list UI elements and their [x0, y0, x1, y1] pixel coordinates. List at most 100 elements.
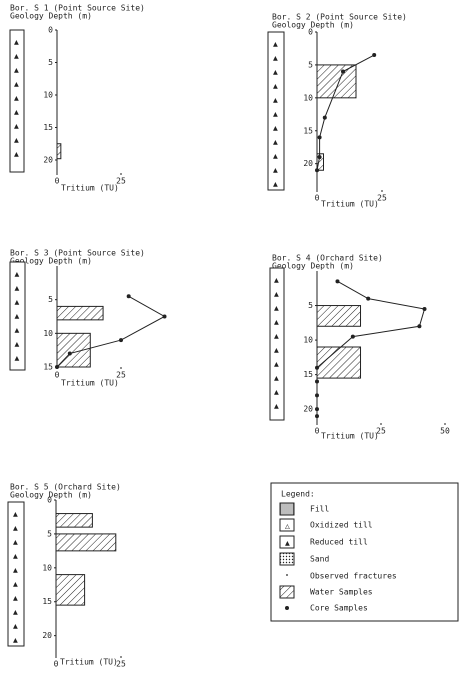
geology-symbol: ▲ — [13, 538, 18, 547]
legend-item: Water Samples — [310, 588, 373, 597]
core-sample — [317, 155, 322, 160]
x-tick-label: 0 — [54, 660, 59, 669]
geology-symbol: ▲ — [273, 96, 278, 105]
geology-symbol: ▲ — [13, 580, 18, 589]
legend-item: Sand — [310, 555, 329, 564]
geology-symbol: ▲ — [273, 166, 278, 175]
legend-symbol — [279, 585, 295, 599]
y-tick-label: 15 — [303, 126, 313, 135]
y-tick-label: 20 — [42, 631, 52, 640]
chart: Bor. S 1 (Point Source Site)Geology Dept… — [9, 4, 145, 193]
legend-symbol: △ — [285, 522, 290, 531]
water-sample-bar — [316, 64, 357, 99]
x-tick-label: 0 — [315, 194, 320, 203]
geology-symbol: ▲ — [13, 524, 18, 533]
chart-subtitle: Geology Depth (m) — [272, 262, 354, 271]
y-tick-label: 15 — [43, 123, 53, 132]
x-tick-label: 25 — [377, 194, 387, 203]
geology-symbol: ▲ — [15, 298, 20, 307]
geology-symbol: ▲ — [14, 150, 19, 159]
geology-symbol: ▲ — [15, 284, 20, 293]
core-sample — [341, 69, 345, 74]
core-sample-line — [316, 280, 426, 417]
water-sample-bar — [55, 574, 86, 606]
geology-symbol: ▲ — [273, 82, 278, 91]
geology-symbol: ▲ — [13, 552, 18, 561]
geology-symbol: ▲ — [15, 354, 20, 363]
y-tick-label: 20 — [303, 405, 313, 414]
legend-symbol — [279, 518, 295, 532]
y-tick-label: 10 — [43, 329, 53, 338]
core-sample — [55, 365, 59, 369]
chart-title: Bor. S 1 (Point Source Site) — [10, 4, 145, 13]
legend-item: Fill — [310, 505, 329, 514]
chart-title: Bor. S 5 (Orchard Site) — [10, 483, 121, 492]
geology-symbol: ▲ — [273, 124, 278, 133]
geology-symbol: ▲ — [273, 68, 278, 77]
core-sample — [372, 53, 377, 58]
x-axis-label: Tritium (TU) — [61, 379, 119, 388]
geology-symbol: ▲ — [273, 138, 278, 147]
chart: Bor. S 3 (Point Source Site)Geology Dept… — [9, 249, 167, 388]
geology-symbol: ▲ — [13, 608, 18, 617]
geology-symbol: ▲ — [13, 636, 18, 645]
geology-symbol: ▲ — [14, 94, 19, 103]
y-tick-label: 5 — [48, 58, 53, 67]
chart-title: Bor. S 3 (Point Source Site) — [10, 249, 145, 258]
core-sample — [417, 324, 422, 329]
geology-symbol: ▲ — [15, 312, 20, 321]
core-sample — [422, 307, 427, 311]
core-sample — [315, 407, 319, 412]
chart-title: Bor. S 4 (Orchard Site) — [272, 254, 383, 263]
core-sample — [350, 334, 355, 339]
geology-symbol: ▲ — [14, 38, 19, 47]
x-tick-label: 25 — [116, 660, 126, 669]
geology-symbol: ▲ — [273, 54, 278, 63]
water-sample-bar — [316, 153, 324, 171]
x-axis-label: Tritium (TU) — [60, 658, 118, 667]
core-sample — [315, 379, 319, 384]
geology-column — [269, 267, 285, 421]
x-tick-label: 0 — [55, 371, 60, 380]
x-tick-label: 0 — [315, 427, 320, 436]
geology-column — [7, 501, 25, 647]
y-tick-label: 10 — [303, 93, 313, 102]
legend-symbol — [279, 535, 295, 549]
y-tick-label: 5 — [308, 301, 313, 310]
chart-subtitle: Geology Depth (m) — [10, 491, 92, 500]
core-sample — [315, 168, 319, 173]
y-tick-label: 15 — [43, 363, 53, 372]
chart: Bor. S 4 (Orchard Site)Geology Depth (m)… — [269, 254, 450, 441]
y-tick-label: 20 — [43, 156, 53, 165]
chart-subtitle: Geology Depth (m) — [10, 12, 92, 21]
core-sample — [315, 414, 319, 419]
core-sample — [335, 279, 340, 284]
geology-symbol: ▲ — [273, 40, 278, 49]
y-tick-label: 5 — [47, 529, 52, 538]
y-tick-label: 20 — [303, 159, 313, 168]
geology-symbol: ▲ — [274, 290, 279, 299]
core-sample — [366, 296, 371, 301]
legend-title: Legend: — [281, 490, 315, 499]
y-tick-label: 0 — [47, 496, 52, 505]
geology-symbol: ▲ — [274, 374, 279, 383]
geology-symbol: ▲ — [274, 360, 279, 369]
x-axis-label: Tritium (TU) — [321, 200, 379, 209]
x-axis-label: Tritium (TU) — [321, 432, 379, 441]
geology-symbol: ▲ — [14, 122, 19, 131]
geology-symbol: ▲ — [13, 566, 18, 575]
y-tick-label: 0 — [48, 26, 53, 35]
water-sample-bar — [316, 346, 362, 379]
water-sample-bar — [56, 305, 104, 321]
x-tick-label: 25 — [376, 427, 386, 436]
y-tick-label: 10 — [303, 336, 313, 345]
water-sample-bar — [56, 143, 62, 160]
y-tick-label: 5 — [48, 295, 53, 304]
x-tick-label: 50 — [440, 427, 450, 436]
legend-item: Oxidized till — [310, 521, 373, 530]
geology-symbol: ▲ — [15, 340, 20, 349]
chart-subtitle: Geology Depth (m) — [10, 257, 92, 266]
core-sample — [317, 135, 322, 140]
legend-item: Observed fractures — [310, 572, 397, 581]
geology-symbol: ▲ — [15, 326, 20, 335]
